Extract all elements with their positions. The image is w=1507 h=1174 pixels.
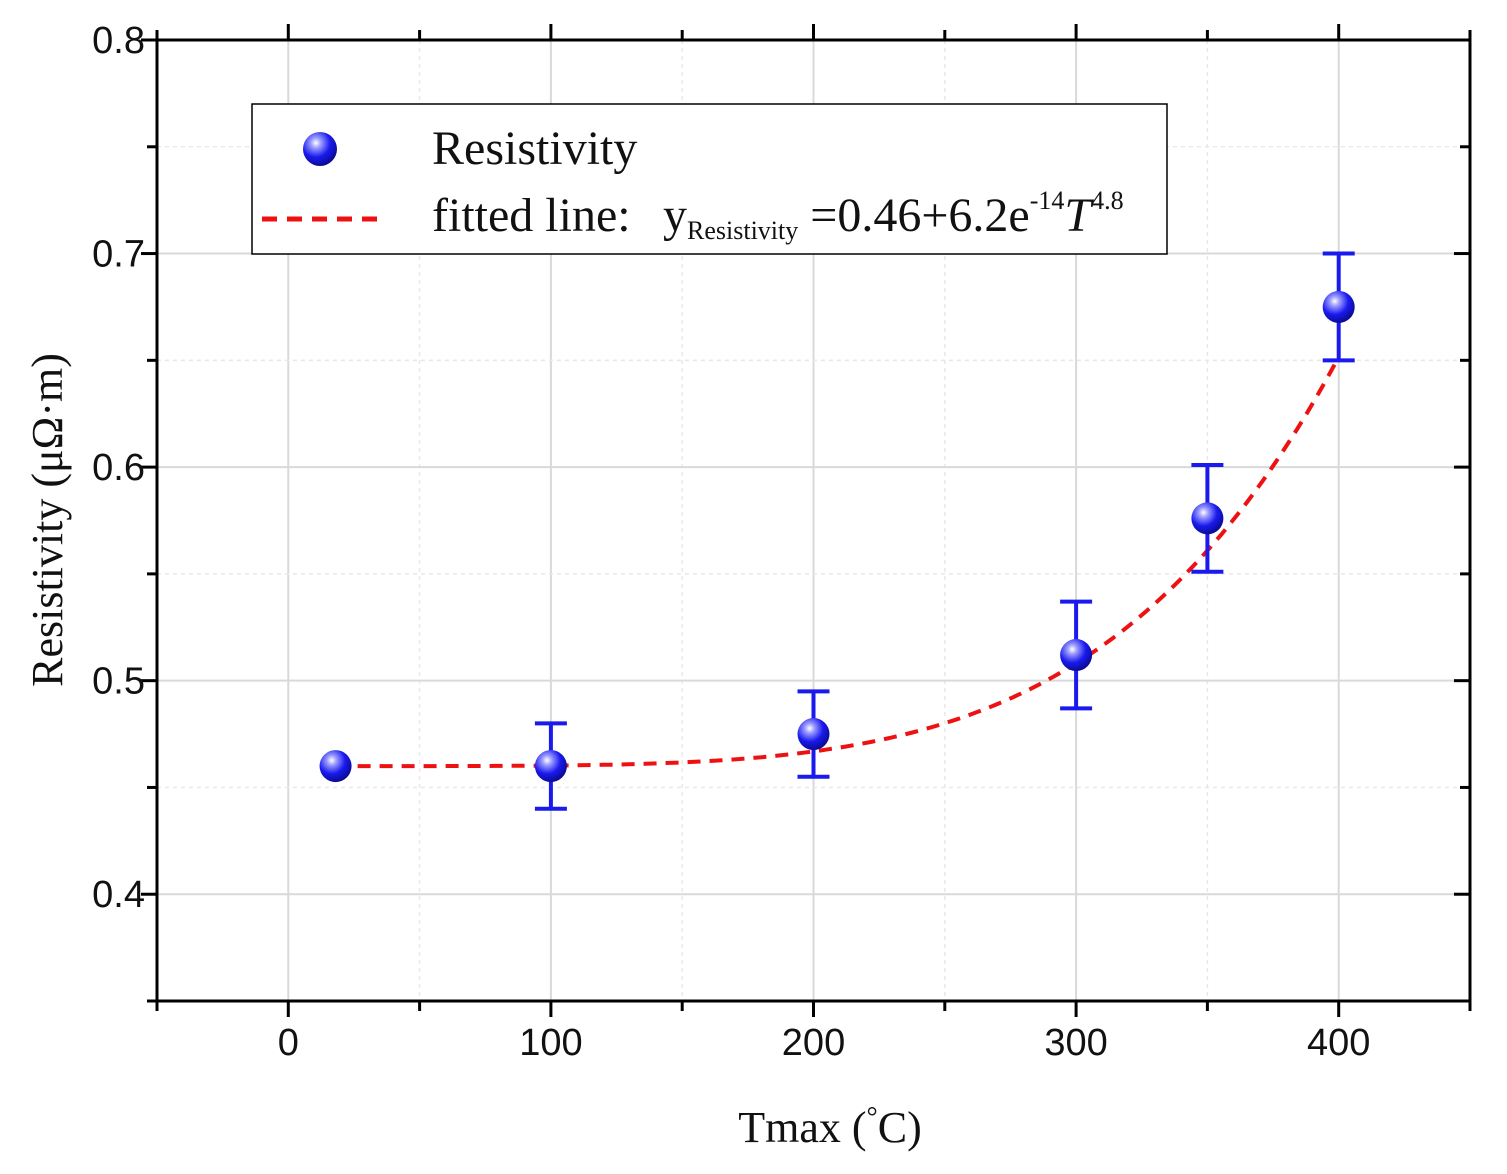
y-axis-title: Resistivity (μΩ·m): [23, 353, 72, 687]
data-point: [534, 750, 567, 783]
y-tick-label: 0.4: [92, 874, 145, 916]
x-tick-label: 100: [519, 1022, 582, 1064]
x-axis-title: Tmax (°C): [738, 1102, 922, 1152]
y-tick-labels: 0.4 0.5 0.6 0.7 0.8: [92, 20, 145, 916]
legend-label-resistivity: Resistivity: [432, 122, 637, 175]
data-point: [797, 718, 830, 751]
data-point: [319, 750, 352, 783]
data-points: [319, 290, 1355, 783]
x-tick-label: 200: [782, 1022, 845, 1064]
axis-ticks: [141, 24, 1472, 1017]
x-tick-labels: 0 100 200 300 400: [278, 1022, 1371, 1064]
data-point: [1191, 502, 1224, 535]
fitted-line: [335, 356, 1341, 769]
legend: Resistivity fitted line: yResistivity =0…: [251, 103, 1168, 255]
data-point: [1060, 639, 1093, 672]
y-tick-label: 0.6: [92, 447, 145, 489]
legend-formula: yResistivity =0.46+6.2e-14T4.8: [663, 186, 1124, 245]
y-tick-label: 0.8: [92, 20, 145, 62]
y-tick-label: 0.5: [92, 661, 145, 703]
x-tick-label: 400: [1307, 1022, 1370, 1064]
data-point: [1322, 290, 1355, 323]
legend-marker-sphere: [303, 132, 337, 166]
x-tick-label: 300: [1044, 1022, 1107, 1064]
legend-box: [251, 103, 1168, 255]
legend-label-fitted-line: fitted line:: [432, 189, 631, 242]
x-tick-label: 0: [278, 1022, 299, 1064]
y-tick-label: 0.7: [92, 234, 145, 276]
